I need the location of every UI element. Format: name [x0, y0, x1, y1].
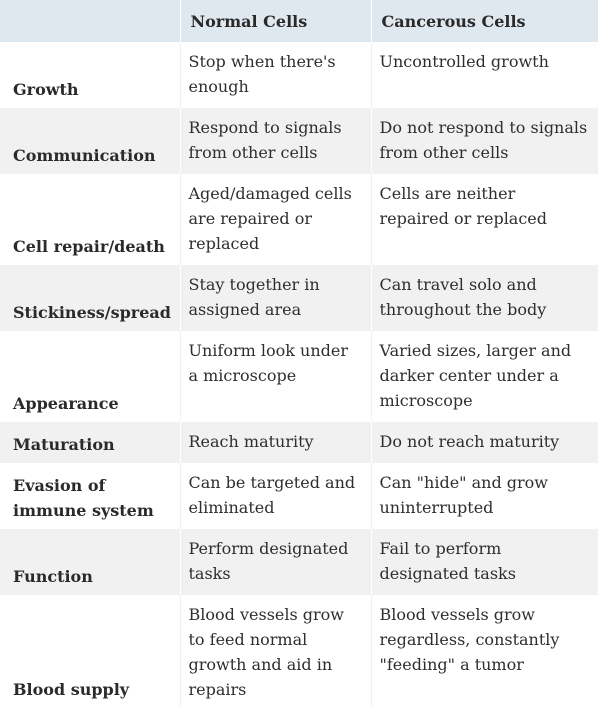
header-cell-empty — [0, 0, 181, 42]
cancer-cell-value: Do not reach maturity — [371, 422, 598, 463]
table-row: Appearance Uniform look under a microsco… — [0, 331, 598, 422]
cancer-cell-value: Uncontrolled growth — [371, 42, 598, 108]
row-label: Stickiness/spread — [0, 265, 181, 331]
row-label: Growth — [0, 42, 181, 108]
cancer-cell-value: Cells are neither repaired or replaced — [371, 174, 598, 265]
cancer-cell-value: Do not respond to signals from other cel… — [371, 108, 598, 174]
header-cell-normal-cells: Normal Cells — [180, 0, 372, 42]
normal-cell-value: Stop when there's enough — [180, 42, 372, 108]
row-label: Communication — [0, 108, 181, 174]
normal-cell-value: Respond to signals from other cells — [180, 108, 372, 174]
table-row: Function Perform designated tasks Fail t… — [0, 529, 598, 595]
normal-cell-value: Can be targeted and eliminated — [180, 463, 372, 529]
header-cell-cancerous-cells: Cancerous Cells — [371, 0, 598, 42]
table-row: Communication Respond to signals from ot… — [0, 108, 598, 174]
table-row: Blood supply Blood vessels grow to feed … — [0, 595, 598, 708]
cancer-cell-value: Blood vessels grow regardless, constantl… — [371, 595, 598, 708]
normal-cell-value: Aged/damaged cells are repaired or repla… — [180, 174, 372, 265]
normal-cell-value: Perform designated tasks — [180, 529, 372, 595]
cancer-cell-value: Can "hide" and grow uninterrupted — [371, 463, 598, 529]
table-row: Cell repair/death Aged/damaged cells are… — [0, 174, 598, 265]
cancer-cell-value: Fail to perform designated tasks — [371, 529, 598, 595]
header-row: Normal Cells Cancerous Cells — [0, 0, 598, 42]
table-row: Evasion of immune system Can be targeted… — [0, 463, 598, 529]
normal-cell-value: Stay together in assigned area — [180, 265, 372, 331]
row-label: Blood supply — [0, 595, 181, 708]
normal-cell-value: Blood vessels grow to feed normal growth… — [180, 595, 372, 708]
row-label: Evasion of immune system — [0, 463, 181, 529]
table-row: Maturation Reach maturity Do not reach m… — [0, 422, 598, 463]
cancer-cell-value: Varied sizes, larger and darker center u… — [371, 331, 598, 422]
row-label: Function — [0, 529, 181, 595]
table-row: Stickiness/spread Stay together in assig… — [0, 265, 598, 331]
normal-cell-value: Reach maturity — [180, 422, 372, 463]
row-label: Cell repair/death — [0, 174, 181, 265]
cancer-cell-value: Can travel solo and throughout the body — [371, 265, 598, 331]
table-row: Growth Stop when there's enough Uncontro… — [0, 42, 598, 108]
row-label: Maturation — [0, 422, 181, 463]
row-label: Appearance — [0, 331, 181, 422]
normal-cell-value: Uniform look under a microscope — [180, 331, 372, 422]
